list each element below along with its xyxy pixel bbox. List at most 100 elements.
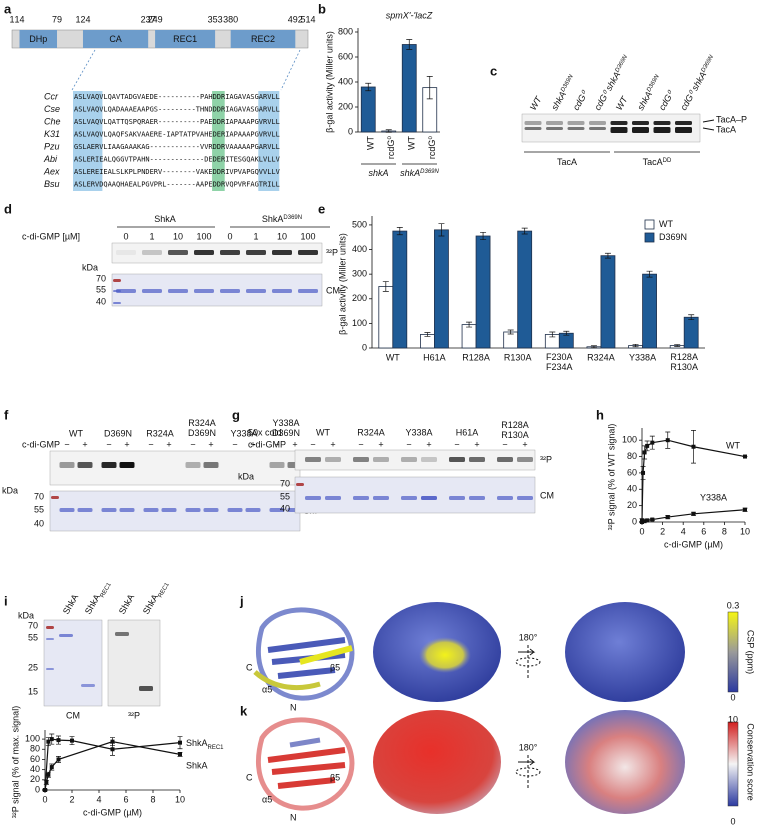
- label-base: cdG⁰: [657, 89, 676, 113]
- label-base: shkA: [400, 168, 420, 178]
- panel-letter: j: [239, 593, 244, 608]
- bar: [642, 273, 657, 349]
- y-tick-label: 0: [632, 516, 637, 526]
- data-point: [691, 511, 696, 516]
- gel-band: [296, 483, 304, 486]
- marker-label: 70: [96, 273, 106, 283]
- gel-label: CM: [66, 710, 80, 720]
- lane-label: ShkAREC1: [83, 578, 113, 617]
- label-line: R324A: [188, 418, 216, 428]
- species: Cse: [44, 104, 60, 114]
- lane-label: ShkA: [61, 593, 80, 617]
- error-bar: [385, 129, 392, 133]
- gel-band: [325, 457, 341, 462]
- label-line: F230A: [546, 352, 573, 362]
- data-point: [641, 470, 646, 475]
- panel-letter: g: [232, 407, 240, 422]
- kda-label: kDa: [238, 471, 254, 481]
- gel-label: ³²P: [326, 247, 338, 257]
- bar: [434, 229, 449, 349]
- series-label: WT: [726, 440, 740, 450]
- gel-band: [116, 289, 136, 293]
- group-label: TacA: [557, 157, 577, 167]
- gel-band: [246, 289, 266, 293]
- label-base: shkA: [636, 90, 655, 112]
- x-tick-label: R128A R130A: [670, 352, 698, 372]
- sign: −: [148, 439, 153, 449]
- marker-label: 55: [34, 504, 44, 514]
- domain-name: REC1: [173, 34, 197, 44]
- residue-number: 380: [223, 14, 238, 24]
- sequence: ASLEREIEALSLKPLPNDERV--------VAKEDDRIVPV…: [74, 168, 280, 176]
- lane-label: ShkA: [117, 593, 136, 617]
- structure-label: α5: [262, 794, 272, 804]
- x-tick-label: rcdG⁰: [386, 136, 396, 160]
- y-tick-label: 100: [352, 318, 367, 328]
- colorbar-min: 0: [730, 816, 735, 826]
- gel-band: [269, 508, 285, 512]
- sequence: ASLERVDQAAQHAEALPGVPRL-------AAPEDDRVQPV…: [74, 181, 280, 189]
- row-label: c-di-GMP [µM]: [22, 231, 80, 241]
- lane-label: 10: [173, 231, 183, 241]
- sign: +: [292, 439, 297, 449]
- gel-band: [567, 127, 585, 130]
- marker-label: 25: [28, 662, 38, 672]
- panel-letter: k: [240, 703, 248, 718]
- gel: [49, 450, 301, 486]
- label-base: ShkA: [154, 214, 176, 224]
- sign: +: [250, 439, 255, 449]
- label-line: D369N: [272, 428, 300, 438]
- y-tick-label: 0: [362, 342, 367, 352]
- domain-name: REC2: [251, 34, 275, 44]
- species: Che: [44, 116, 61, 126]
- colorbar-label: Conservation score: [746, 723, 756, 801]
- y-tick-label: 80: [627, 451, 637, 461]
- group-label: shkAD369N: [400, 168, 439, 178]
- column-label: R128A R130A: [501, 420, 529, 440]
- gel-band: [546, 127, 563, 130]
- residue-number: 79: [52, 14, 62, 24]
- sign: +: [208, 439, 213, 449]
- gel-band: [113, 290, 121, 292]
- series-line: [641, 509, 746, 523]
- error-bar: [521, 227, 528, 235]
- marker-label: 40: [96, 296, 106, 306]
- error-bar: [563, 330, 570, 336]
- gel-band: [449, 457, 465, 462]
- x-tick-label: R130A: [504, 352, 532, 362]
- series-label: ShkA: [186, 760, 208, 770]
- marker-label: 55: [96, 284, 106, 294]
- label-base: WT: [528, 94, 544, 112]
- gel-band: [305, 496, 321, 500]
- label-sup: D369N: [560, 73, 575, 93]
- label-line: R128A: [670, 352, 698, 362]
- x-tick-label: 10: [175, 794, 185, 804]
- gel-band: [59, 462, 75, 468]
- bar: [360, 86, 376, 133]
- gel-band: [373, 457, 389, 462]
- x-tick-label: 2: [69, 794, 74, 804]
- bar: [503, 331, 519, 349]
- label-line: F234A: [546, 362, 573, 372]
- bar: [401, 44, 417, 133]
- label-sup: D369N: [283, 215, 302, 221]
- sequence: ASLERIEALQGGVTPAHN-------------DEDERITES…: [74, 156, 280, 164]
- data-point: [70, 738, 74, 743]
- column-label: Y338A: [230, 428, 257, 438]
- gel-band: [497, 457, 513, 462]
- error-bar: [549, 331, 556, 338]
- x-axis-label: c-di-GMP (µM): [83, 807, 142, 817]
- gel-band: [632, 127, 649, 133]
- structure-label: β5: [330, 662, 340, 672]
- column-label: R324A: [146, 428, 174, 438]
- gel-band: [469, 496, 485, 500]
- structure-label: β5: [330, 772, 340, 782]
- label-line: Y338A: [272, 418, 299, 428]
- gel-band: [546, 121, 563, 125]
- structure-label: α5: [262, 684, 272, 694]
- residue-number: 1: [9, 14, 14, 24]
- label-line: R130A: [501, 430, 529, 440]
- gel-band: [59, 508, 75, 512]
- column-label: H61A: [456, 427, 479, 437]
